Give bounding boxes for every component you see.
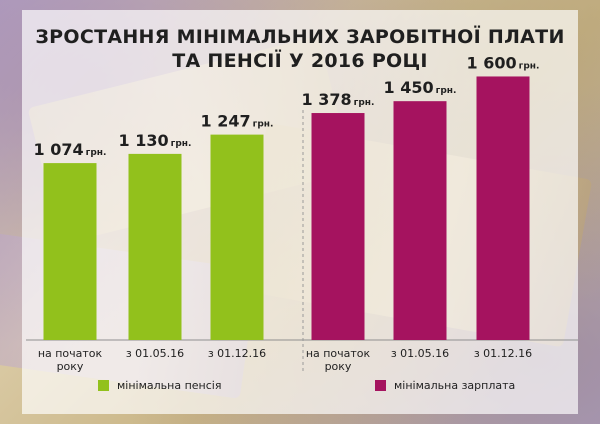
- legend-label-salary: мінімальна зарплата: [394, 379, 516, 392]
- data-label: 1 600 грн.: [467, 53, 540, 72]
- category-label: року: [325, 360, 352, 373]
- category-label: на початок: [306, 347, 371, 360]
- category-label: з 01.05.16: [126, 347, 184, 360]
- data-label: 1 450 грн.: [384, 78, 457, 97]
- legend-item-salary: мінімальна зарплата: [375, 379, 515, 392]
- bar-salary-0: [311, 113, 365, 340]
- category-label: з 01.12.16: [208, 347, 266, 360]
- data-label: 1 130 грн.: [119, 131, 192, 150]
- data-label: 1 074 грн.: [34, 140, 107, 159]
- legend-label-pension: мінімальна пенсія: [117, 379, 222, 392]
- bar-salary-1: [393, 101, 447, 340]
- chart-title-line-2: ТА ПЕНСІЇ У 2016 РОЦІ: [172, 50, 428, 72]
- bar-pension-0: [43, 163, 97, 340]
- bar-pension-1: [128, 153, 182, 340]
- category-label: з 01.12.16: [474, 347, 532, 360]
- chart-title-line-1: ЗРОСТАННЯ МІНІМАЛЬНИХ ЗАРОБІТНОЇ ПЛАТИ: [35, 26, 565, 48]
- data-label: 1 378 грн.: [302, 90, 375, 109]
- legend-swatch-salary: [375, 380, 386, 391]
- category-label: року: [57, 360, 84, 373]
- category-label: на початок: [38, 347, 103, 360]
- category-label: з 01.05.16: [391, 347, 449, 360]
- bar-salary-2: [476, 76, 530, 341]
- legend-swatch-pension: [98, 380, 109, 391]
- legend-item-pension: мінімальна пенсія: [98, 379, 221, 392]
- data-label: 1 247 грн.: [201, 112, 274, 131]
- bar-pension-2: [210, 134, 264, 340]
